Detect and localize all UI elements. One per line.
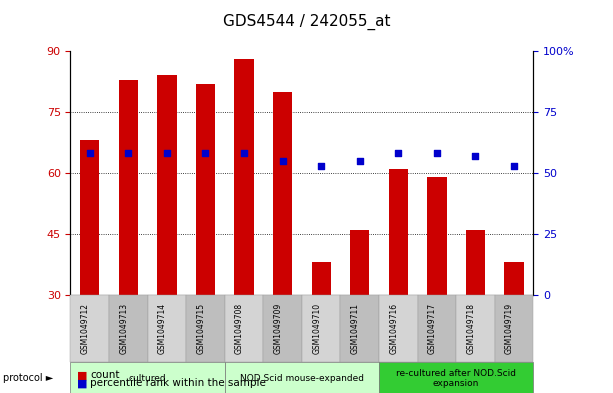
Bar — [389, 169, 408, 295]
Bar — [350, 230, 370, 295]
Point — [239, 150, 249, 156]
Text: percentile rank within the sample: percentile rank within the sample — [90, 378, 266, 388]
Text: GSM1049714: GSM1049714 — [158, 303, 167, 354]
Text: GDS4544 / 242055_at: GDS4544 / 242055_at — [223, 13, 390, 30]
Bar — [273, 92, 292, 295]
Bar — [196, 84, 215, 295]
Point — [394, 150, 403, 156]
Text: GSM1049715: GSM1049715 — [197, 303, 205, 354]
Point — [123, 150, 133, 156]
Text: GSM1049717: GSM1049717 — [428, 303, 437, 354]
Text: GSM1049719: GSM1049719 — [505, 303, 514, 354]
Text: cultured: cultured — [129, 374, 167, 383]
Bar — [119, 79, 138, 295]
Text: count: count — [90, 370, 120, 380]
Bar — [466, 230, 485, 295]
Text: re-cultured after NOD.Scid
expansion: re-cultured after NOD.Scid expansion — [396, 369, 516, 388]
Point — [432, 150, 442, 156]
Point — [85, 150, 94, 156]
Text: GSM1049716: GSM1049716 — [389, 303, 398, 354]
Point — [278, 158, 287, 164]
Bar — [311, 262, 331, 295]
Point — [471, 153, 481, 159]
Text: GSM1049718: GSM1049718 — [466, 303, 476, 354]
Point — [509, 162, 519, 169]
Text: GSM1049710: GSM1049710 — [312, 303, 321, 354]
Text: GSM1049709: GSM1049709 — [273, 303, 283, 354]
Text: GSM1049711: GSM1049711 — [351, 303, 360, 354]
Point — [316, 162, 326, 169]
Text: GSM1049708: GSM1049708 — [235, 303, 244, 354]
Text: GSM1049712: GSM1049712 — [81, 303, 89, 354]
Point — [355, 158, 365, 164]
Text: GSM1049713: GSM1049713 — [120, 303, 128, 354]
Bar — [80, 140, 99, 295]
Bar — [427, 177, 446, 295]
Text: ■: ■ — [77, 370, 87, 380]
Point — [200, 150, 210, 156]
Point — [162, 150, 172, 156]
Text: protocol ►: protocol ► — [3, 373, 53, 383]
Bar — [158, 75, 177, 295]
Bar — [234, 59, 254, 295]
Text: NOD.Scid mouse-expanded: NOD.Scid mouse-expanded — [240, 374, 364, 383]
Bar — [504, 262, 524, 295]
Text: ■: ■ — [77, 378, 87, 388]
